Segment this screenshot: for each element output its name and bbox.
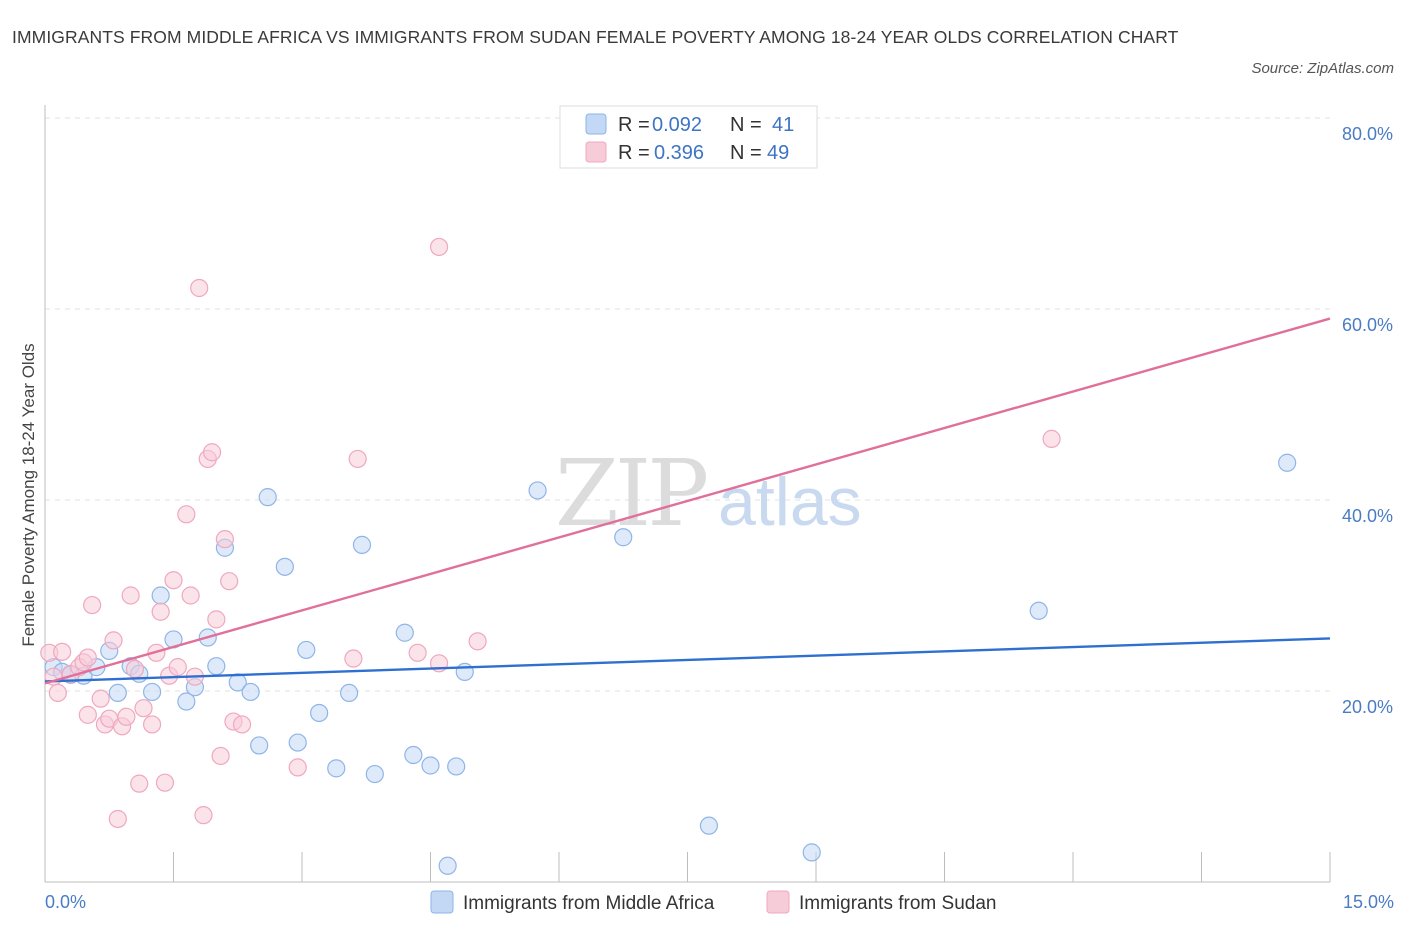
point-sudan-24: [155, 773, 175, 792]
legend-r-label-0: R =: [618, 114, 650, 136]
point-middle-africa-40: [1278, 453, 1297, 472]
point-middle-africa-25: [327, 759, 346, 778]
point-sudan-16: [117, 707, 136, 726]
point-sudan-18: [125, 659, 145, 679]
point-middle-africa-19: [250, 736, 269, 755]
point-middle-africa-12: [177, 692, 196, 711]
data-points: [40, 237, 1297, 875]
point-sudan-7: [78, 648, 97, 667]
y-axis-label: Female Poverty Among 18-24 Year Olds: [19, 343, 38, 646]
point-middle-africa-30: [404, 745, 423, 765]
point-sudan-14: [108, 809, 127, 829]
point-sudan-8: [78, 705, 97, 724]
axes: [44, 105, 1331, 883]
legend-r-value-0: 0.092: [652, 114, 702, 136]
point-sudan-13: [104, 631, 123, 650]
point-sudan-2: [48, 683, 67, 703]
point-middle-africa-24: [310, 703, 329, 723]
point-middle-africa-31: [421, 756, 440, 775]
legend-n-label-0: N =: [730, 114, 762, 136]
point-sudan-38: [220, 572, 239, 591]
point-sudan-42: [344, 649, 363, 668]
point-sudan-34: [202, 443, 222, 462]
point-middle-africa-6: [108, 683, 127, 703]
point-sudan-48: [1042, 429, 1061, 448]
point-middle-africa-29: [395, 623, 414, 642]
point-sudan-43: [348, 449, 367, 469]
watermark: ZIP atlas: [555, 440, 862, 547]
point-middle-africa-28: [365, 764, 384, 784]
y-tick-label-40: 40.0%: [1342, 506, 1393, 526]
trend-lines: [44, 317, 1331, 685]
point-sudan-47: [468, 632, 487, 651]
trend-line-sudan: [44, 317, 1331, 685]
point-sudan-41: [288, 758, 307, 777]
correlation-legend: R = 0.092 N = 41 R = 0.396 N = 49: [559, 105, 818, 169]
bottom-legend-swatch-middle-africa: [430, 890, 454, 914]
point-sudan-29: [181, 586, 200, 605]
point-sudan-44: [408, 643, 427, 662]
point-middle-africa-10: [151, 586, 170, 605]
legend-r-label-1: R =: [618, 142, 650, 164]
point-middle-africa-20: [258, 488, 277, 507]
grid-lines: [45, 117, 1330, 692]
point-sudan-46: [429, 237, 449, 257]
watermark-atlas: atlas: [718, 464, 862, 540]
point-middle-africa-21: [275, 557, 294, 576]
point-sudan-23: [151, 602, 170, 621]
point-sudan-28: [177, 505, 196, 524]
point-sudan-36: [211, 746, 230, 766]
point-sudan-31: [190, 278, 209, 298]
point-sudan-32: [194, 806, 213, 825]
point-middle-africa-22: [288, 733, 307, 752]
point-sudan-27: [168, 658, 187, 677]
y-tick-label-80: 80.0%: [1342, 124, 1393, 144]
point-middle-africa-27: [352, 535, 372, 554]
source-label: Source: ZipAtlas.com: [1251, 60, 1394, 77]
x-tick-label-min: 0.0%: [45, 892, 86, 912]
point-middle-africa-26: [340, 683, 359, 703]
point-sudan-35: [207, 610, 226, 629]
y-tick-label-60: 60.0%: [1342, 315, 1393, 335]
point-middle-africa-18: [241, 682, 260, 702]
y-tick-labels: 20.0% 40.0% 60.0% 80.0%: [1342, 124, 1393, 717]
legend-n-value-1: 49: [767, 142, 789, 164]
legend-swatch-sudan: [585, 141, 607, 163]
point-middle-africa-39: [1029, 601, 1048, 620]
point-middle-africa-33: [447, 757, 466, 776]
chart-title: IMMIGRANTS FROM MIDDLE AFRICA VS IMMIGRA…: [12, 27, 1179, 47]
point-middle-africa-9: [142, 682, 162, 702]
point-sudan-17: [121, 586, 140, 605]
trend-line-middle-africa: [44, 637, 1331, 683]
point-middle-africa-35: [528, 481, 547, 500]
bottom-legend-swatch-sudan: [766, 890, 790, 914]
bottom-legend-label-sudan: Immigrants from Sudan: [799, 893, 996, 914]
point-sudan-40: [232, 715, 252, 734]
x-tick-label-max: 15.0%: [1343, 892, 1394, 912]
point-middle-africa-38: [802, 843, 821, 862]
point-sudan-9: [83, 595, 102, 615]
legend-n-label-1: N =: [730, 142, 762, 164]
point-sudan-26: [164, 571, 183, 590]
point-middle-africa-36: [614, 528, 633, 547]
bottom-legend-label-middle-africa: Immigrants from Middle Africa: [463, 893, 715, 914]
y-tick-label-20: 20.0%: [1342, 697, 1393, 717]
point-middle-africa-23: [297, 640, 316, 660]
point-sudan-10: [91, 689, 110, 708]
point-middle-africa-37: [699, 816, 719, 835]
point-middle-africa-15: [207, 657, 226, 676]
legend-r-value-1: 0.396: [654, 142, 704, 164]
point-sudan-19: [130, 774, 149, 793]
legend-swatch-middle-africa: [585, 113, 607, 135]
series-legend: Immigrants from Middle Africa Immigrants…: [430, 890, 996, 914]
point-sudan-21: [142, 715, 162, 734]
point-middle-africa-34: [455, 662, 474, 682]
point-sudan-37: [215, 530, 234, 549]
point-sudan-20: [134, 699, 153, 718]
point-sudan-3: [53, 642, 72, 661]
legend-n-value-0: 41: [772, 114, 794, 136]
watermark-zip: ZIP: [555, 440, 706, 547]
point-middle-africa-32: [438, 856, 457, 875]
